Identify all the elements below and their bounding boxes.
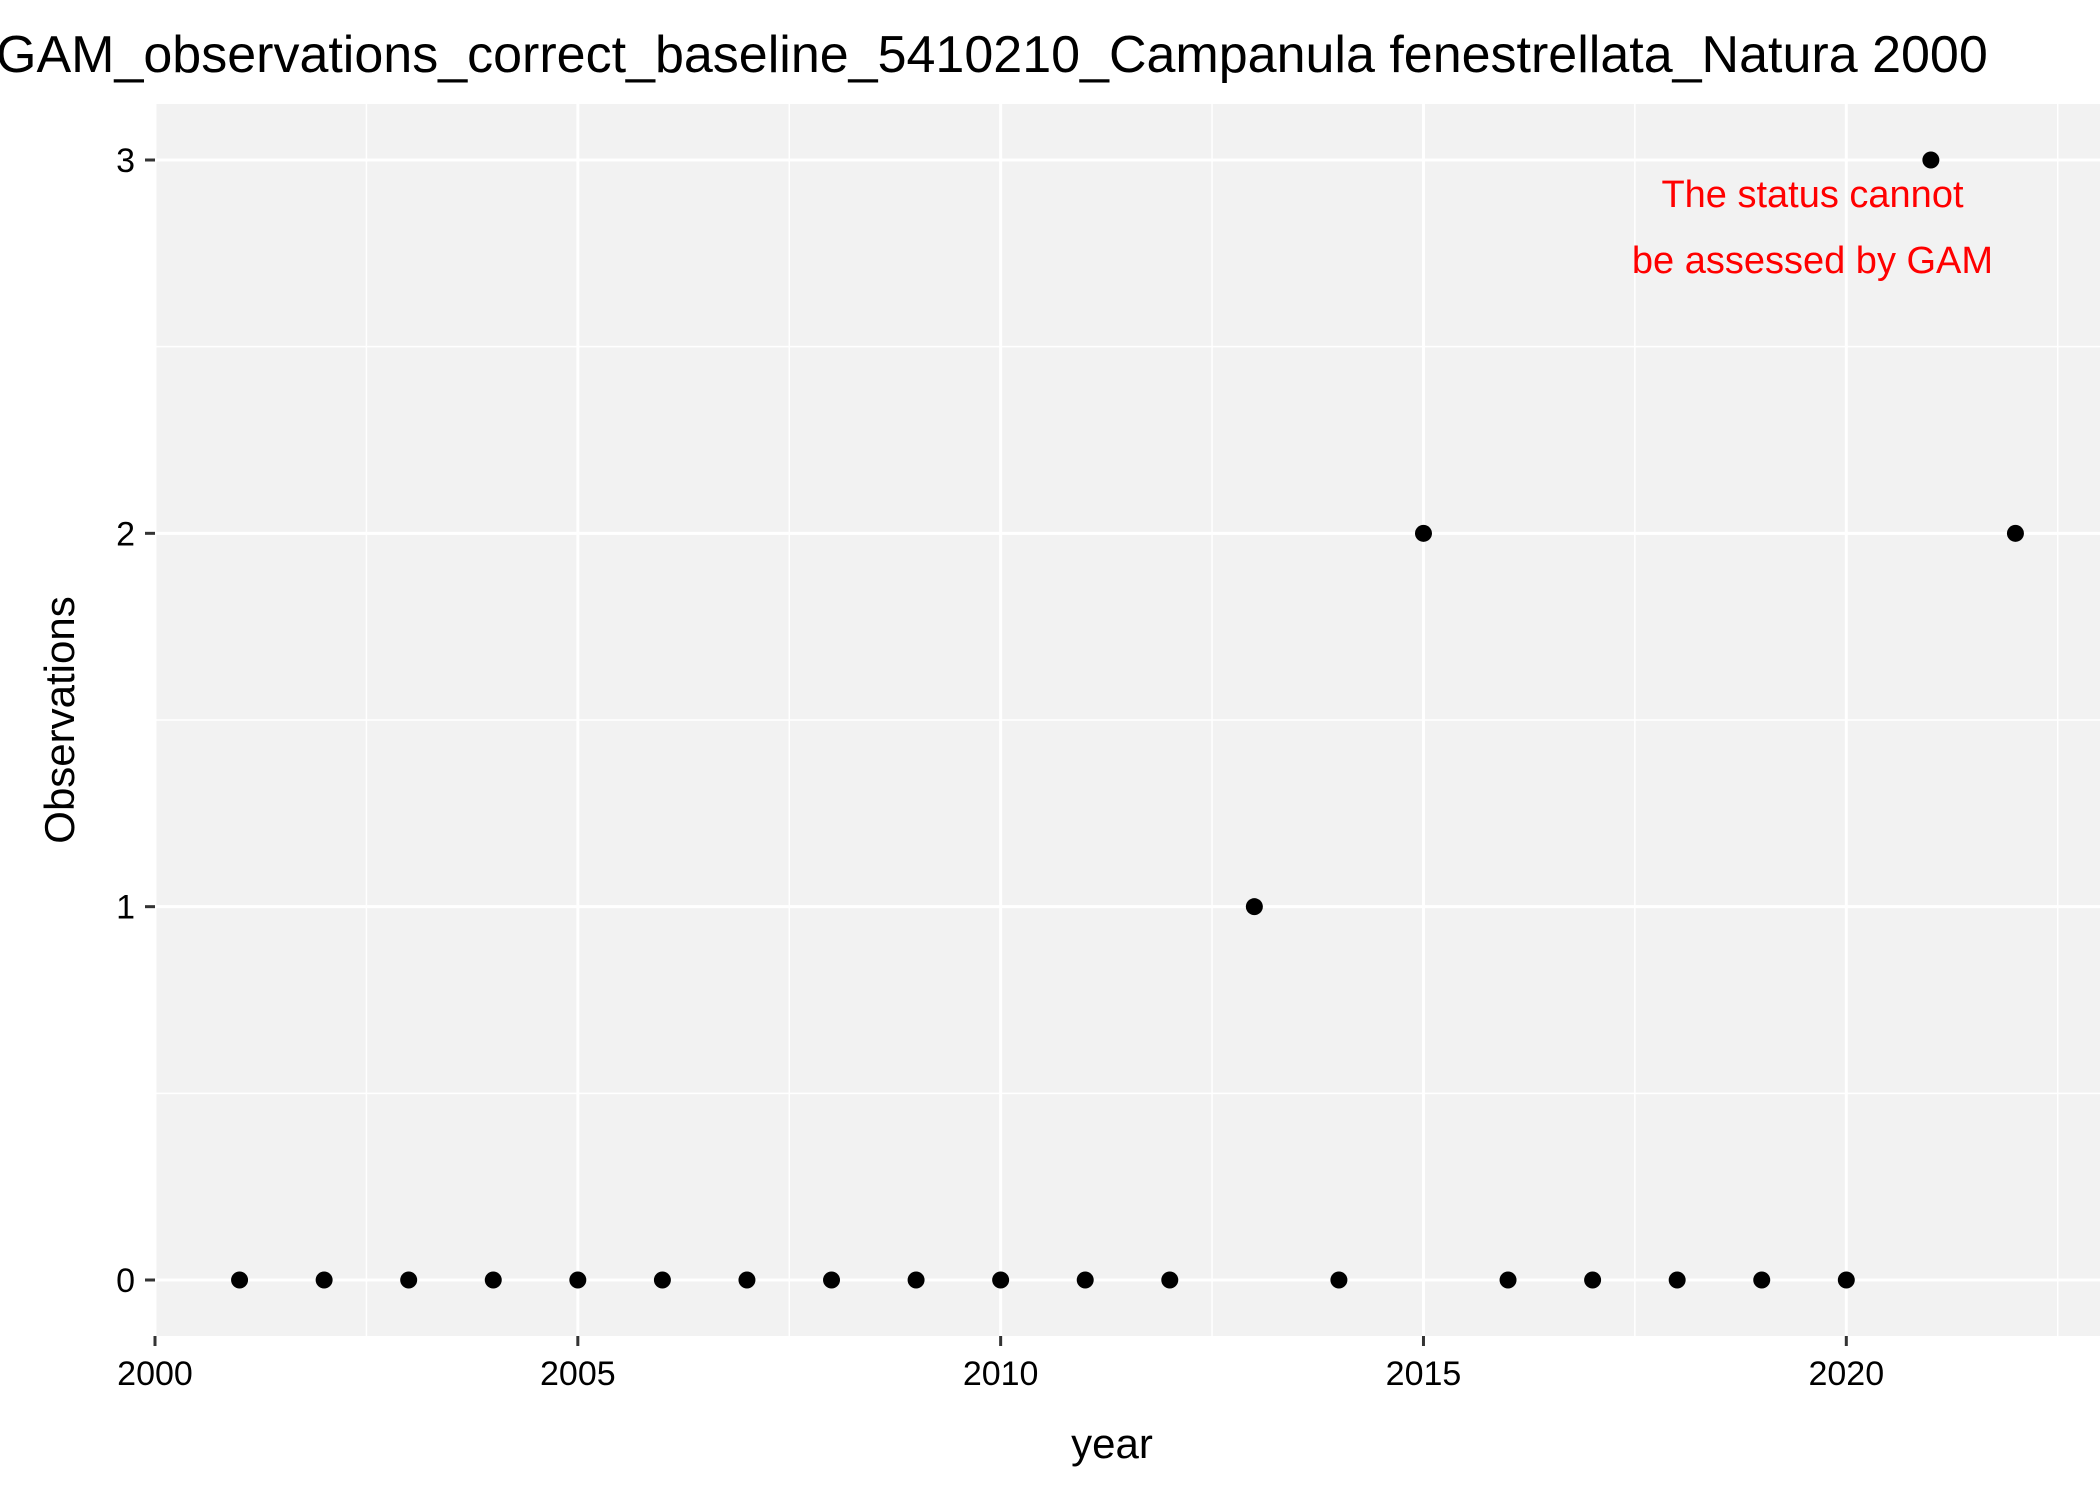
data-point <box>1076 1271 1094 1289</box>
x-axis: 2000 2005 2010 2015 2020 <box>117 1336 1884 1393</box>
x-tick-label: 2020 <box>1808 1355 1884 1393</box>
x-tick-label: 2010 <box>963 1355 1039 1393</box>
data-point <box>1668 1271 1686 1289</box>
data-point <box>315 1271 333 1289</box>
data-point <box>1499 1271 1517 1289</box>
y-axis-title: Observations <box>36 596 83 843</box>
y-tick-label: 3 <box>116 142 135 180</box>
major-gridlines <box>153 104 2100 1336</box>
data-point <box>1837 1271 1855 1289</box>
data-point <box>653 1271 671 1289</box>
data-point <box>1245 898 1263 916</box>
x-tick-label: 2000 <box>117 1355 193 1393</box>
chart-title: GAM_observations_correct_baseline_541021… <box>0 26 1988 84</box>
data-point <box>400 1271 418 1289</box>
data-point <box>1584 1271 1602 1289</box>
data-point <box>907 1271 925 1289</box>
data-point <box>738 1271 756 1289</box>
annotation-line: be assessed by GAM <box>1632 240 1993 282</box>
data-point <box>823 1271 841 1289</box>
y-tick-label: 2 <box>116 515 135 553</box>
data-point <box>1753 1271 1771 1289</box>
data-point <box>1922 151 1940 169</box>
data-point <box>1330 1271 1348 1289</box>
y-tick-label: 0 <box>116 1262 135 1300</box>
data-point <box>1414 524 1432 542</box>
annotation-line: The status cannot <box>1661 174 1964 216</box>
x-tick-label: 2005 <box>540 1355 616 1393</box>
y-axis: 0 1 2 3 <box>116 142 155 1300</box>
data-point <box>231 1271 249 1289</box>
data-points <box>231 151 2024 1289</box>
data-point <box>992 1271 1010 1289</box>
annotation: The status cannot be assessed by GAM <box>1632 174 1993 282</box>
x-axis-title: year <box>1071 1420 1153 1467</box>
y-tick-label: 1 <box>116 889 135 927</box>
data-point <box>2006 524 2024 542</box>
data-point <box>569 1271 587 1289</box>
data-point <box>1161 1271 1179 1289</box>
minor-gridlines <box>155 104 2100 1336</box>
data-point <box>484 1271 502 1289</box>
x-tick-label: 2015 <box>1386 1355 1462 1393</box>
